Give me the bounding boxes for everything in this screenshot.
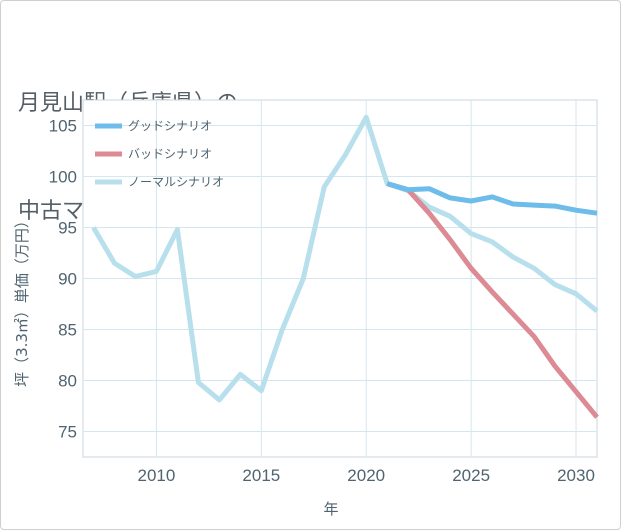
- y-tick-labels: 75 80 85 90 95 100 105: [49, 117, 77, 442]
- y-tick-label: 105: [49, 117, 77, 136]
- x-tick-label: 2020: [347, 466, 385, 485]
- x-tick-labels: 2010 2015 2020 2025 2030: [138, 466, 595, 485]
- series-layer: [91, 114, 599, 419]
- x-tick-label: 2015: [242, 466, 280, 485]
- x-tick-label: 2010: [138, 466, 176, 485]
- y-tick-label: 95: [58, 219, 77, 238]
- y-tick-label: 90: [58, 270, 77, 289]
- legend-label: バッドシナリオ: [128, 147, 212, 161]
- x-tick-label: 2030: [557, 466, 595, 485]
- x-tick-label: 2025: [452, 466, 490, 485]
- y-tick-label: 75: [58, 423, 77, 442]
- y-axis-label: 坪（3.3㎡）単価（万円）: [13, 213, 31, 387]
- legend-item-bad: バッドシナリオ: [95, 147, 212, 161]
- grid-lines: [83, 100, 597, 457]
- x-axis-label: 年: [323, 500, 338, 518]
- good-scenario-line: [386, 181, 598, 216]
- normal-scenario-line: [91, 114, 599, 403]
- y-tick-label: 80: [58, 372, 77, 391]
- legend-label: グッドシナリオ: [128, 119, 212, 133]
- legend-label: ノーマルシナリオ: [128, 175, 224, 189]
- y-tick-label: 85: [58, 321, 77, 340]
- bad-scenario-line: [386, 181, 599, 419]
- y-tick-label: 100: [49, 168, 77, 187]
- legend-item-normal: ノーマルシナリオ: [95, 175, 224, 189]
- legend-item-good: グッドシナリオ: [95, 119, 212, 133]
